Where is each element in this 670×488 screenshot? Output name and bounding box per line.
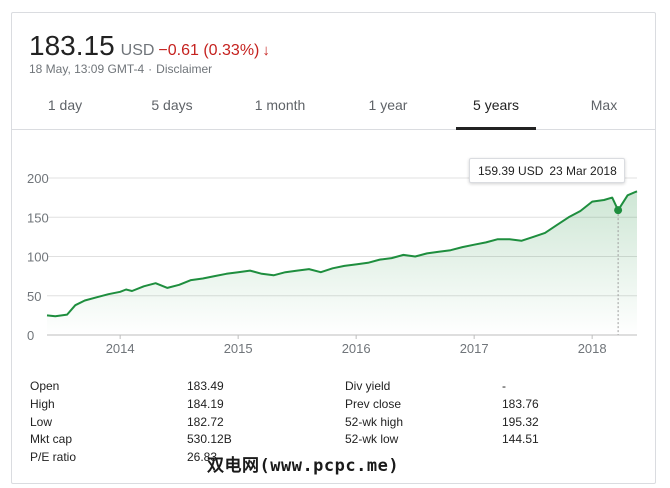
y-tick-label: 100 xyxy=(27,250,49,265)
tab-label: 5 years xyxy=(473,97,519,113)
hover-point xyxy=(614,206,623,215)
stat-value-right: - xyxy=(502,379,506,393)
stat-label-right: Div yield xyxy=(345,379,391,393)
price-area-fill xyxy=(47,191,637,335)
y-tick-label: 50 xyxy=(27,289,41,304)
tab-label: 1 day xyxy=(47,97,83,113)
x-tick-label: 2014 xyxy=(106,341,135,356)
price-row: 183.15 USD −0.61 (0.33%) ↓ xyxy=(29,30,270,62)
disclaimer-link[interactable]: Disclaimer xyxy=(156,62,213,76)
y-tick-label: 0 xyxy=(27,328,34,343)
stat-label-right: 52-wk low xyxy=(345,432,399,447)
down-arrow-icon: ↓ xyxy=(262,42,270,59)
stat-value-left: 26.83 xyxy=(187,450,218,465)
stat-value-left: 530.12B xyxy=(187,432,232,447)
tab-5-years[interactable]: 5 years xyxy=(451,87,541,130)
stat-label-left: Low xyxy=(30,414,53,429)
stat-label-left: Mkt cap xyxy=(30,432,73,447)
chart-tooltip: 159.39 USD 23 Mar 2018 xyxy=(469,158,625,183)
watermark: 双电网(www.pcpc.me) xyxy=(207,456,400,476)
stat-label-right: 52-wk high xyxy=(345,414,404,429)
x-tick-label: 2018 xyxy=(578,341,607,356)
currency-label: USD xyxy=(120,42,155,59)
tooltip-date: 23 Mar 2018 xyxy=(549,164,617,178)
stat-value-left: 182.72 xyxy=(187,414,224,429)
tab-label: 1 year xyxy=(368,97,408,113)
tab-label: 5 days xyxy=(151,97,193,113)
price-change: −0.61 (0.33%) xyxy=(158,42,260,59)
stat-label-right: Prev close xyxy=(345,396,402,411)
stat-value-left: 183.49 xyxy=(187,379,224,393)
x-tick-label: 2015 xyxy=(224,341,253,356)
current-price: 183.15 xyxy=(29,30,115,61)
tab-max[interactable]: Max xyxy=(559,87,649,129)
stat-label-left: Open xyxy=(30,379,60,393)
stat-value-left: 184.19 xyxy=(187,396,224,411)
tab-1-month[interactable]: 1 month xyxy=(235,87,325,129)
active-tab-underline xyxy=(456,127,536,130)
stat-value-right: 195.32 xyxy=(502,414,539,429)
x-tick-label: 2017 xyxy=(460,341,489,356)
tab-5-days[interactable]: 5 days xyxy=(127,87,217,129)
separator: · xyxy=(148,62,153,76)
tab-label: 1 month xyxy=(254,97,306,113)
range-tabs: 1 day 5 days 1 month 1 year 5 years Max xyxy=(12,87,655,130)
stat-label-left: High xyxy=(30,396,55,411)
tooltip-price: 159.39 USD xyxy=(478,164,544,178)
tab-1-year[interactable]: 1 year xyxy=(343,87,433,129)
y-tick-label: 200 xyxy=(27,171,49,186)
tab-1-day[interactable]: 1 day xyxy=(20,87,110,129)
price-line xyxy=(46,190,638,318)
stat-value-right: 183.76 xyxy=(502,396,539,411)
y-tick-label: 150 xyxy=(27,210,49,225)
quote-timestamp: 18 May, 13:09 GMT-4 xyxy=(29,62,145,76)
stat-value-right: 144.51 xyxy=(502,432,539,447)
stat-label-left: P/E ratio xyxy=(30,450,77,465)
x-tick-label: 2016 xyxy=(342,341,371,356)
tab-label: Max xyxy=(590,97,618,113)
quote-timestamp-line: 18 May, 13:09 GMT-4 · Disclaimer xyxy=(29,62,212,76)
